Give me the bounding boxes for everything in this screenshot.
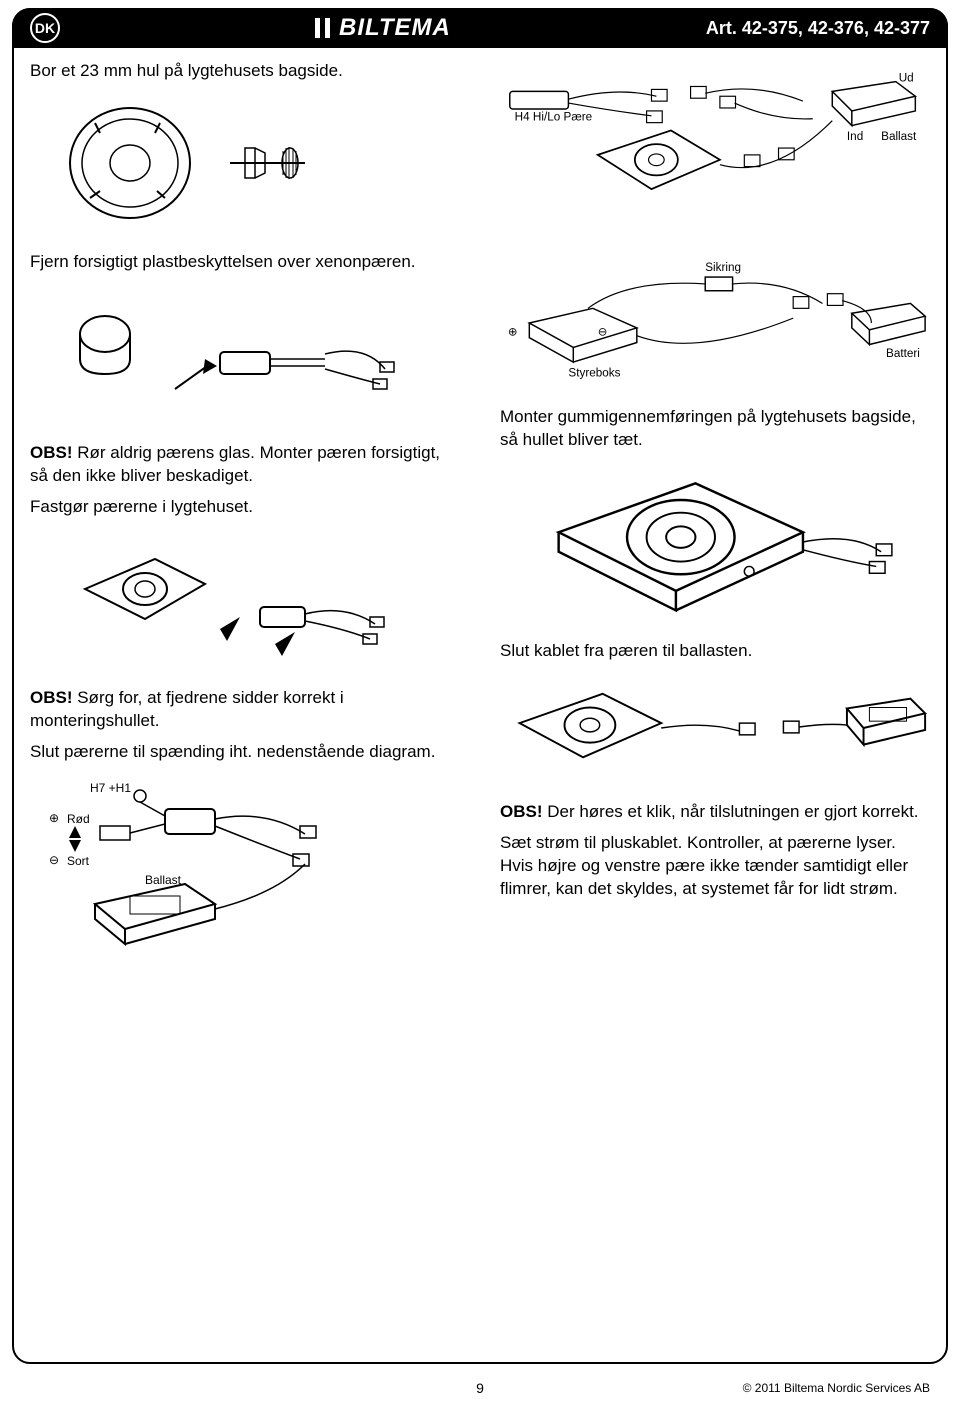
content-area: Bor et 23 mm hul på lygtehusets bagside.…: [30, 60, 930, 1354]
illustration-wiring: H7 +H1 ⊕ Rød ⊖ Sort: [30, 774, 460, 954]
brand-logo: BILTEMA: [60, 14, 706, 42]
step-drill-hole: Bor et 23 mm hul på lygtehusets bagside.: [30, 60, 460, 251]
minus-icon: ⊖: [49, 853, 59, 867]
language-badge: DK: [30, 13, 60, 43]
step-text: OBS! Sørg for, at fjedrene sidder korrek…: [30, 687, 460, 733]
label-rod: Rød: [67, 812, 90, 826]
obs-text: Sørg for, at fjedrene sidder korrekt i m…: [30, 688, 344, 730]
step-obs-springs: OBS! Sørg for, at fjedrene sidder korrek…: [30, 687, 460, 972]
obs-label: OBS!: [30, 688, 73, 707]
diagram-controlbox: Sikring ⊕ ⊖ Styreboks Batteri: [500, 248, 930, 406]
header-bar: DK BILTEMA Art. 42-375, 42-376, 42-377: [12, 8, 948, 48]
obs-text: Rør aldrig pærens glas. Monter pæren for…: [30, 443, 440, 485]
obs-label: OBS!: [30, 443, 73, 462]
footer: 9 © 2011 Biltema Nordic Services AB: [0, 1380, 960, 1396]
step-remove-protection: Fjern forsigtigt plastbeskyttelsen over …: [30, 251, 460, 442]
plus-icon: ⊕: [508, 326, 518, 339]
label-h7h1: H7 +H1: [90, 781, 131, 795]
label-batteri: Batteri: [886, 347, 920, 360]
obs-text: Der høres et klik, når tilslutningen er …: [543, 802, 919, 821]
label-ballast: Ballast: [881, 130, 917, 143]
label-h4: H4 Hi/Lo Pære: [515, 111, 593, 124]
label-styreboks: Styreboks: [568, 367, 620, 380]
page-number: 9: [466, 1380, 494, 1396]
diagram-overview: H4 Hi/Lo Pære Ud Ind Ballast: [500, 60, 930, 248]
label-ud: Ud: [899, 72, 914, 85]
step-fasten-bulbs: Fastgør pærerne i lygtehuset.: [30, 496, 460, 687]
obs-label: OBS!: [500, 802, 543, 821]
illustration-controlbox: Sikring ⊕ ⊖ Styreboks Batteri: [500, 258, 930, 388]
copyright: © 2011 Biltema Nordic Services AB: [743, 1381, 930, 1395]
article-number: Art. 42-375, 42-376, 42-377: [706, 18, 930, 39]
logo-text: BILTEMA: [339, 14, 451, 42]
illustration-overview: H4 Hi/Lo Pære Ud Ind Ballast: [500, 70, 930, 230]
step-obs-glass: OBS! Rør aldrig pærens glas. Monter pære…: [30, 442, 460, 496]
step-text: Fastgør pærerne i lygtehuset.: [30, 496, 460, 519]
step-obs-click: OBS! Der høres et klik, når tilslutninge…: [500, 801, 930, 909]
step-text: Monter gummigennemføringen på lygtehuset…: [500, 406, 930, 452]
label-ind: Ind: [847, 130, 863, 143]
step-text: OBS! Der høres et klik, når tilslutninge…: [500, 801, 930, 824]
label-sort: Sort: [67, 854, 90, 868]
right-column: H4 Hi/Lo Pære Ud Ind Ballast: [500, 60, 930, 972]
step-text: Slut kablet fra pæren til ballasten.: [500, 640, 930, 663]
step-text: Bor et 23 mm hul på lygtehusets bagside.: [30, 60, 460, 83]
illustration-grommet: [500, 462, 930, 622]
label-ballast: Ballast: [145, 873, 182, 887]
step-text: Sæt strøm til pluskablet. Kontroller, at…: [500, 832, 930, 901]
label-sikring: Sikring: [705, 261, 741, 274]
illustration-connect: [500, 673, 930, 783]
step-connect-cable: Slut kablet fra pæren til ballasten.: [500, 640, 930, 801]
illustration-drill: [30, 93, 460, 233]
step-text: Slut pærerne til spænding iht. nedenståe…: [30, 741, 460, 764]
illustration-remove: [30, 284, 460, 424]
plus-icon: ⊕: [49, 811, 59, 825]
step-text: Fjern forsigtigt plastbeskyttelsen over …: [30, 251, 460, 274]
step-text: OBS! Rør aldrig pærens glas. Monter pære…: [30, 442, 460, 488]
step-mount-grommet: Monter gummigennemføringen på lygtehuset…: [500, 406, 930, 640]
left-column: Bor et 23 mm hul på lygtehusets bagside.…: [30, 60, 460, 972]
illustration-fasten: [30, 529, 460, 669]
